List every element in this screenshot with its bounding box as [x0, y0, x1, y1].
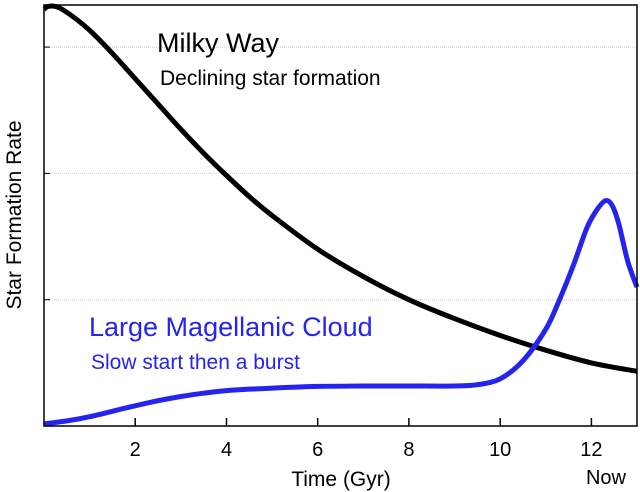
milky-way-line — [42, 3, 638, 374]
grid-lines — [44, 46, 637, 301]
milky-way-subtitle: Declining star formation — [160, 67, 381, 90]
x-tick-label: 10 — [489, 439, 511, 461]
milky-way-title: Milky Way — [157, 28, 279, 58]
x-tick-label: 2 — [130, 439, 141, 461]
plot-frame — [43, 4, 638, 427]
y-axis-title: Star Formation Rate — [3, 120, 26, 309]
series-lines — [42, 3, 640, 427]
x-axis-tick-labels: 2 4 6 8 10 12 — [130, 439, 603, 461]
lmc-line — [43, 197, 640, 427]
x-axis-title: Time (Gyr) — [291, 468, 391, 491]
lmc-subtitle: Slow start then a burst — [91, 351, 300, 374]
x-tick-label: 4 — [221, 439, 232, 461]
x-tick-label: 12 — [580, 439, 602, 461]
x-tick-label: 8 — [403, 439, 414, 461]
x-axis-now-label: Now — [586, 467, 627, 489]
x-tick-label: 6 — [312, 439, 323, 461]
x-axis-ticks — [44, 46, 593, 426]
lmc-title: Large Magellanic Cloud — [89, 312, 373, 342]
